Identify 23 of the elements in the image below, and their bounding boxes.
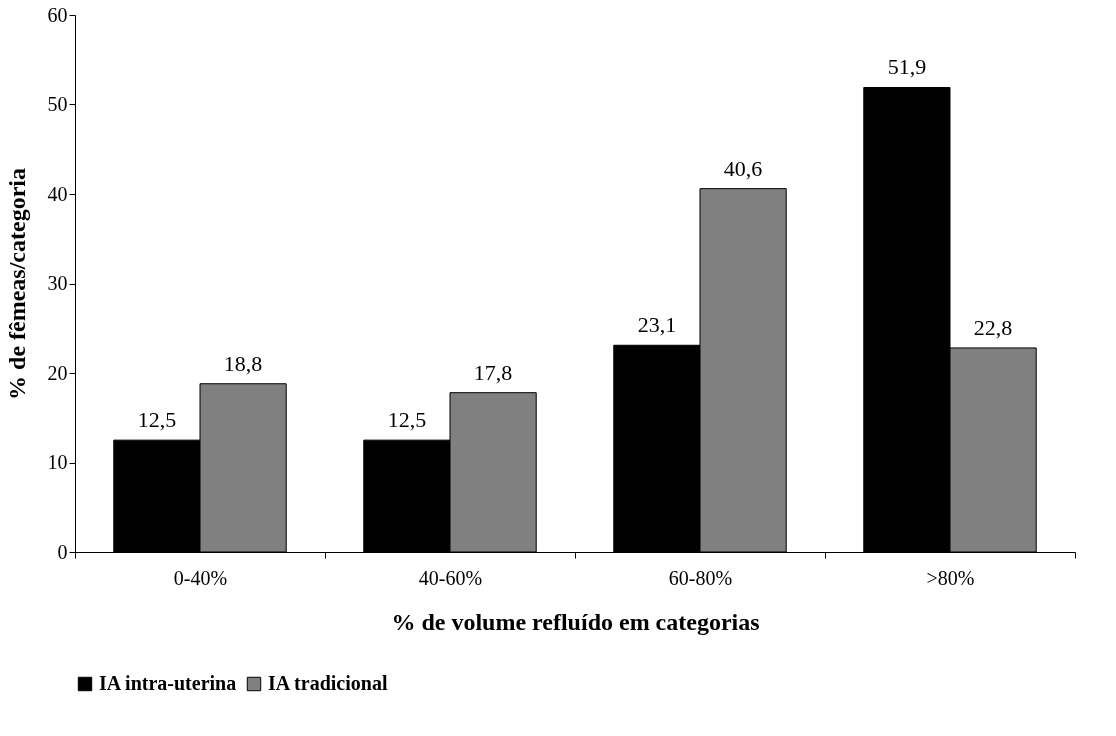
y-tick-label: 60 xyxy=(47,3,68,26)
data-label: 23,1 xyxy=(637,312,677,338)
data-label: 12,5 xyxy=(387,407,427,433)
y-axis-title: % de fêmeas/categoria xyxy=(3,168,30,400)
legend-label: IA intra-uterina xyxy=(99,672,237,694)
data-label: 22,8 xyxy=(973,314,1013,340)
data-label: 40,6 xyxy=(723,155,763,181)
x-tick-label: 40-60% xyxy=(418,566,483,589)
y-tick-label: 30 xyxy=(47,272,68,294)
data-label: 17,8 xyxy=(473,359,513,385)
y-tick-label: 10 xyxy=(47,451,68,473)
data-label: 12,5 xyxy=(137,407,177,433)
x-tick-label: >80% xyxy=(926,566,975,589)
y-tick-label: 50 xyxy=(47,93,68,115)
y-tick-label: 40 xyxy=(47,182,68,205)
x-tick-label: 0-40% xyxy=(173,566,228,589)
x-axis-title: % de volume refluído em categorias xyxy=(391,608,760,635)
data-label: 51,9 xyxy=(887,54,927,80)
data-label: 18,8 xyxy=(223,350,263,376)
x-tick-label: 60-80% xyxy=(668,566,733,589)
y-tick-label: 20 xyxy=(47,361,68,384)
legend-label: IA tradicional xyxy=(268,672,388,694)
y-tick-label: 0 xyxy=(57,540,68,563)
